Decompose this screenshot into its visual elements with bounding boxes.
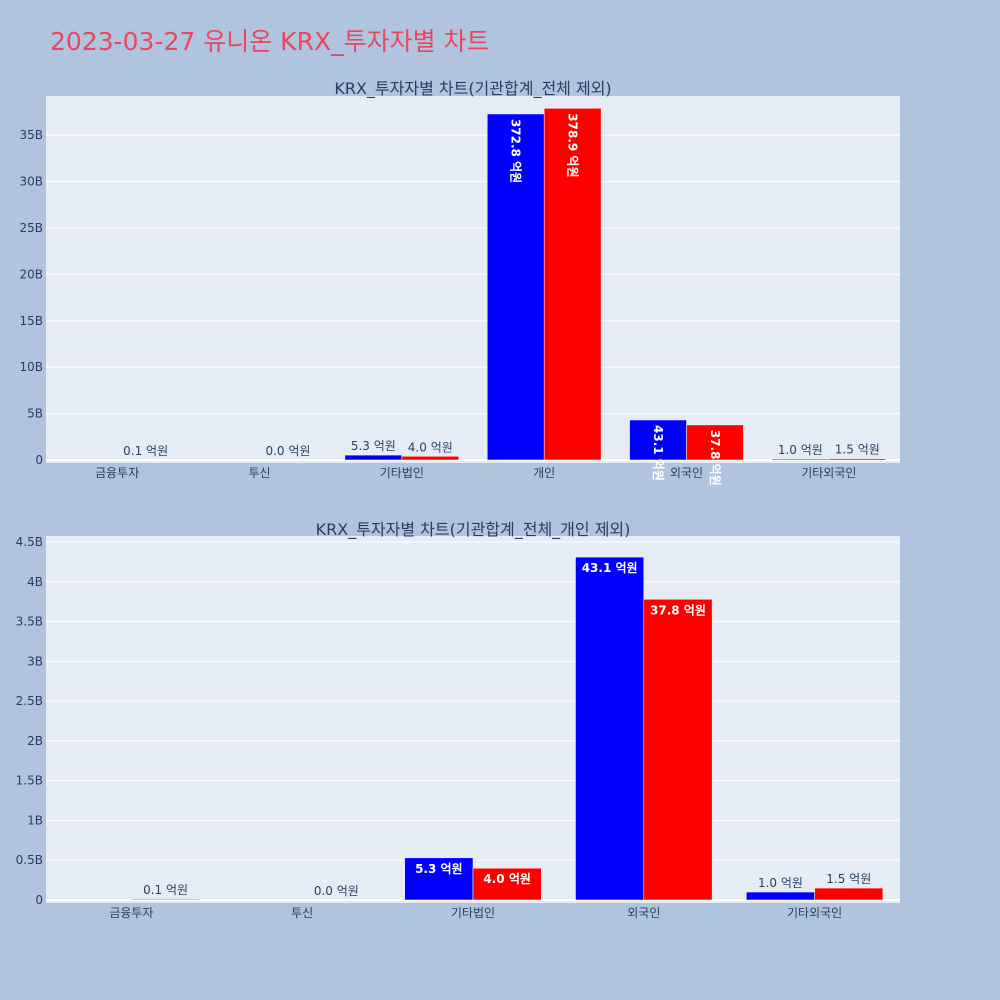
data-label: 37.8 억원: [708, 430, 722, 486]
y-tick-label: 10B: [19, 360, 43, 374]
x-tick-label: 기타법인: [380, 466, 424, 480]
data-label: 37.8 억원: [650, 603, 706, 617]
y-tick-label: 2B: [27, 734, 43, 748]
y-tick-label: 30B: [19, 175, 43, 189]
bar-기타외국인-2: [814, 887, 884, 901]
data-label: 4.0 억원: [483, 872, 531, 886]
bar-기타법인-2: [401, 456, 460, 461]
data-label: 0.0 억원: [265, 444, 310, 458]
x-tick-label: 외국인: [627, 906, 660, 920]
x-tick-label: 기타외국인: [787, 906, 842, 920]
data-label: 0.0 억원: [314, 884, 359, 898]
data-label: 372.8 억원: [509, 119, 523, 183]
x-tick-label: 투신: [291, 906, 313, 920]
data-label: 1.0 억원: [778, 443, 823, 457]
bar-개인-1: [486, 113, 545, 461]
data-label: 0.1 억원: [123, 444, 168, 458]
data-label: 378.9 억원: [566, 113, 580, 177]
data-label: 1.0 억원: [758, 876, 803, 890]
y-tick-label: 15B: [19, 314, 43, 328]
bar-외국인-1: [629, 419, 687, 461]
data-label: 43.1 억원: [582, 561, 638, 575]
y-tick-label: 4.5B: [16, 535, 43, 549]
x-tick-label: 개인: [533, 466, 555, 480]
data-label: 0.1 억원: [143, 883, 188, 897]
y-tick-label: 5B: [27, 407, 43, 421]
bar-기타법인-1: [404, 857, 474, 901]
bar-기타외국인-1: [771, 458, 830, 461]
plot-area-1: [46, 96, 900, 463]
x-tick-label: 금융투자: [109, 906, 153, 920]
bar-기타외국인-1: [746, 891, 815, 901]
x-tick-label: 금융투자: [95, 466, 139, 480]
y-tick-label: 2.5B: [16, 694, 43, 708]
x-tick-label: 기타법인: [451, 906, 495, 920]
data-label: 1.5 억원: [835, 443, 880, 457]
bar-외국인-2: [686, 424, 744, 461]
y-tick-label: 0.5B: [16, 853, 43, 867]
y-tick-label: 1B: [27, 813, 43, 827]
bar-외국인-1: [575, 556, 645, 901]
chart-title-2: KRX_투자자별 차트(기관합계_전체_개인 제외): [316, 520, 631, 540]
data-label: 5.3 억원: [415, 862, 463, 876]
y-tick-label: 4B: [27, 575, 43, 589]
bar-외국인-2: [643, 599, 713, 901]
bar-기타외국인-2: [828, 458, 887, 461]
page-title: 2023-03-27 유니온 KRX_투자자별 차트: [50, 27, 490, 56]
data-label: 5.3 억원: [351, 439, 396, 453]
bar-기타법인-2: [472, 867, 542, 901]
x-tick-label: 기타외국인: [801, 466, 856, 480]
data-label: 1.5 억원: [826, 872, 871, 886]
data-label: 43.1 억원: [651, 425, 665, 481]
plot-area-2: [46, 536, 900, 903]
x-tick-label: 투신: [248, 466, 270, 480]
chart-title-1: KRX_투자자별 차트(기관합계_전체 제외): [334, 79, 611, 99]
bar-금융투자-2: [131, 898, 200, 901]
x-tick-label: 외국인: [670, 466, 703, 480]
y-tick-label: 1.5B: [16, 774, 43, 788]
y-tick-label: 20B: [19, 267, 43, 281]
bar-기타법인-1: [344, 454, 403, 461]
y-tick-label: 3.5B: [16, 615, 43, 629]
y-tick-label: 35B: [19, 128, 43, 142]
y-tick-label: 0: [35, 893, 43, 907]
bar-개인-2: [543, 108, 602, 461]
y-tick-label: 3B: [27, 654, 43, 668]
data-label: 4.0 억원: [408, 440, 453, 454]
y-tick-label: 0: [35, 453, 43, 467]
y-tick-label: 25B: [19, 221, 43, 235]
